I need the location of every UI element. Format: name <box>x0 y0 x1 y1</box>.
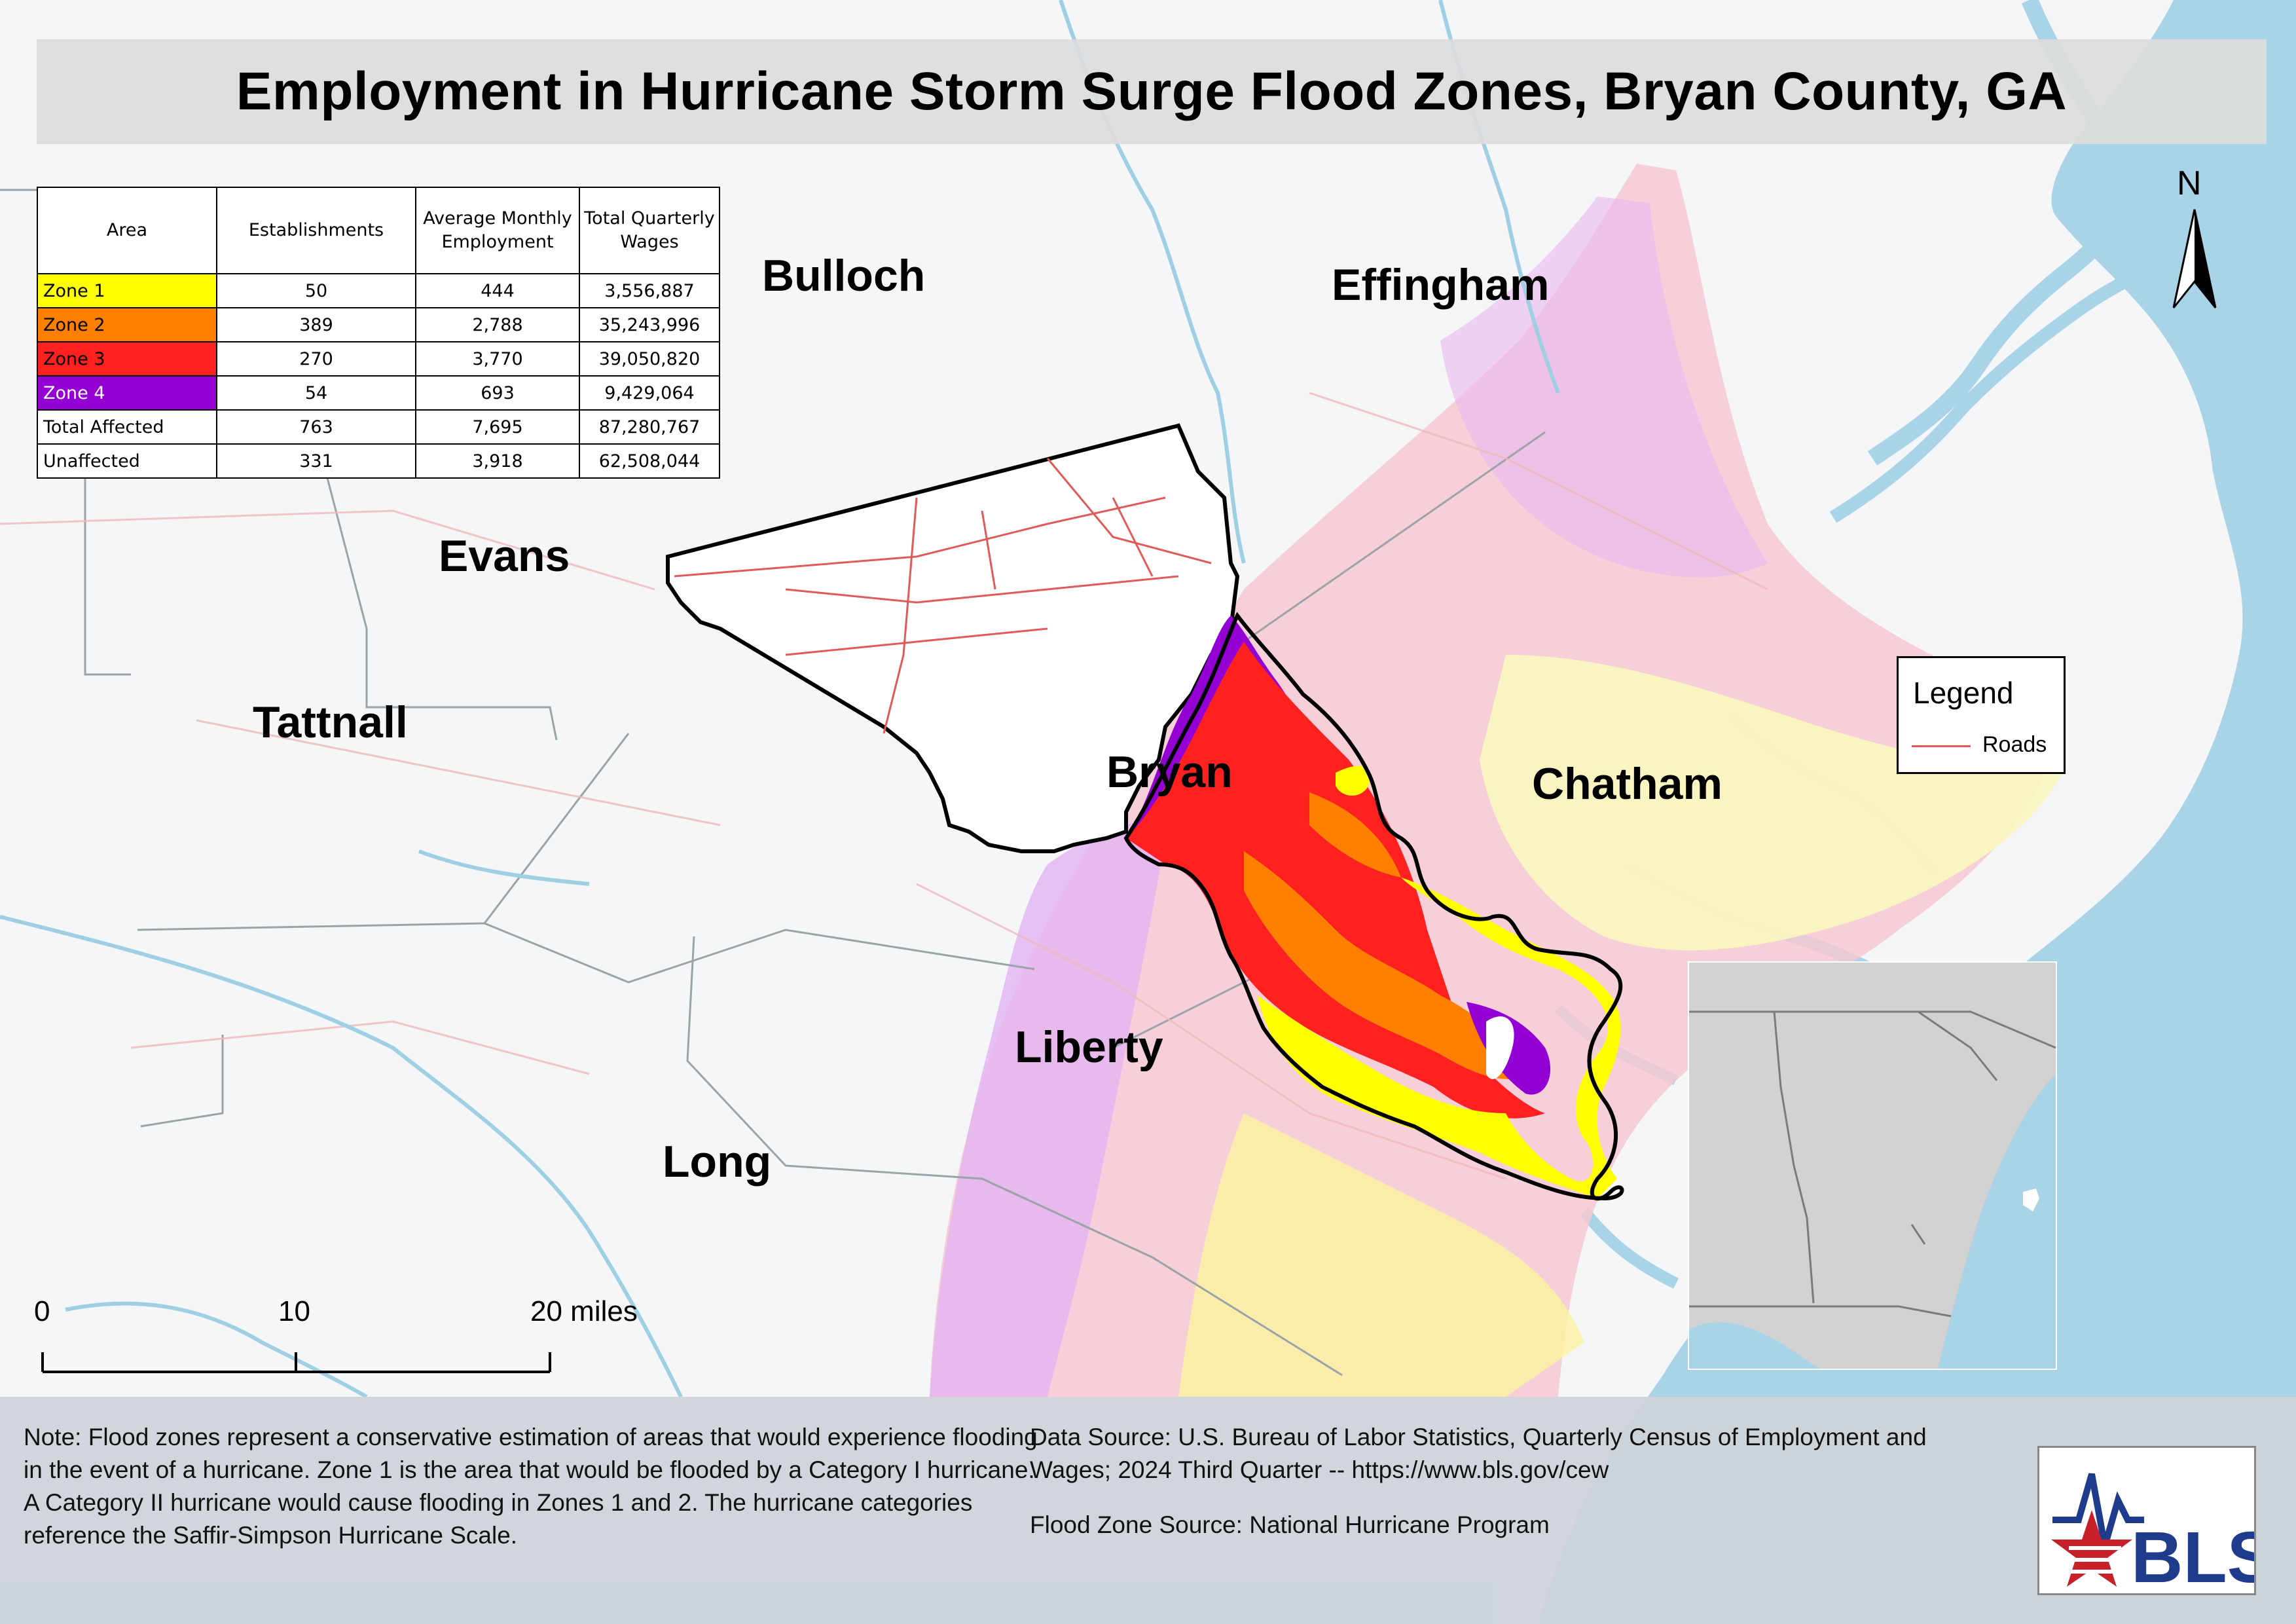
table-row: Zone 4 54 693 9,429,064 <box>37 375 720 411</box>
bls-logo-icon: BLS <box>2051 1473 2275 1598</box>
map-title-bar: Employment in Hurricane Storm Surge Floo… <box>37 39 2267 144</box>
table-row: Zone 1 50 444 3,556,887 <box>37 273 720 308</box>
table-cell-establishments: 270 <box>216 341 416 377</box>
county-label-bulloch: Bulloch <box>762 251 926 301</box>
bls-logo: BLS <box>2037 1446 2275 1598</box>
table-cell-wages: 87,280,767 <box>579 409 720 445</box>
table-cell-establishments: 389 <box>216 307 416 342</box>
table-cell-area: Total Affected <box>37 409 217 445</box>
table-cell-employment: 7,695 <box>415 409 580 445</box>
table-header-row: Area Establishments Average Monthly Empl… <box>37 187 720 274</box>
liberty-flood-shading <box>930 822 1165 1397</box>
table-cell-employment: 3,770 <box>415 341 580 377</box>
table-cell-wages: 3,556,887 <box>579 273 720 308</box>
table-cell-wages: 39,050,820 <box>579 341 720 377</box>
scale-label-20: 20 miles <box>530 1295 638 1327</box>
county-label-bryan: Bryan <box>1106 747 1233 797</box>
table-cell-wages: 35,243,996 <box>579 307 720 342</box>
map-legend: Legend Roads <box>1897 656 2066 774</box>
county-label-tattnall: Tattnall <box>253 697 408 747</box>
map-title: Employment in Hurricane Storm Surge Floo… <box>236 62 2068 121</box>
header-establishments: Establishments <box>216 187 416 274</box>
table-cell-establishments: 54 <box>216 375 416 411</box>
bryan-south-outline <box>1123 612 1624 1201</box>
north-arrow-icon <box>2172 209 2217 308</box>
locator-inset-map <box>1688 961 2057 1370</box>
table-cell-area: Zone 4 <box>37 375 217 411</box>
bls-logo-text: BLS <box>2131 1517 2254 1593</box>
table-cell-wages: 62,508,044 <box>579 443 720 479</box>
scale-label-10: 10 <box>278 1295 310 1327</box>
county-label-chatham: Chatham <box>1532 759 1722 809</box>
table-cell-establishments: 331 <box>216 443 416 479</box>
header-wages: Total Quarterly Wages <box>579 187 720 274</box>
header-employment: Average Monthly Employment <box>415 187 580 274</box>
north-label: N <box>2177 164 2202 202</box>
table-cell-establishments: 763 <box>216 409 416 445</box>
table-cell-area: Zone 3 <box>37 341 217 377</box>
ocean <box>1539 0 2296 1624</box>
table-cell-employment: 444 <box>415 273 580 308</box>
table-cell-area: Unaffected <box>37 443 217 479</box>
table-cell-establishments: 50 <box>216 273 416 308</box>
legend-roads-swatch <box>1912 745 1971 747</box>
county-label-effingham: Effingham <box>1332 260 1550 310</box>
flood-zone-source: Flood Zone Source: National Hurricane Pr… <box>1030 1511 1550 1538</box>
county-label-long: Long <box>663 1137 772 1187</box>
table-cell-employment: 3,918 <box>415 443 580 479</box>
county-label-liberty: Liberty <box>1015 1022 1163 1072</box>
table-cell-area: Zone 2 <box>37 307 217 342</box>
county-label-evans: Evans <box>439 531 570 581</box>
table-cell-area: Zone 1 <box>37 273 217 308</box>
flood-zone-note: Note: Flood zones represent a conservati… <box>24 1424 1038 1549</box>
table-cell-wages: 9,429,064 <box>579 375 720 411</box>
table-row: Zone 2 389 2,788 35,243,996 <box>37 307 720 342</box>
table-cell-employment: 2,788 <box>415 307 580 342</box>
legend-roads-label: Roads <box>1982 732 2047 757</box>
table-row: Zone 3 270 3,770 39,050,820 <box>37 341 720 377</box>
table-row: Total Affected 763 7,695 87,280,767 <box>37 409 720 445</box>
footer-panel <box>0 1397 2296 1624</box>
zone2-area <box>1244 851 1532 1080</box>
employment-table: Area Establishments Average Monthly Empl… <box>37 187 720 479</box>
table-cell-employment: 693 <box>415 375 580 411</box>
zone1-area <box>1257 877 1621 1198</box>
scale-bar <box>41 1352 551 1373</box>
scale-label-0: 0 <box>34 1295 50 1327</box>
header-area: Area <box>37 187 217 274</box>
data-source: Data Source: U.S. Bureau of Labor Statis… <box>1030 1424 1927 1483</box>
legend-title: Legend <box>1913 676 2014 710</box>
table-row: Unaffected 331 3,918 62,508,044 <box>37 443 720 479</box>
